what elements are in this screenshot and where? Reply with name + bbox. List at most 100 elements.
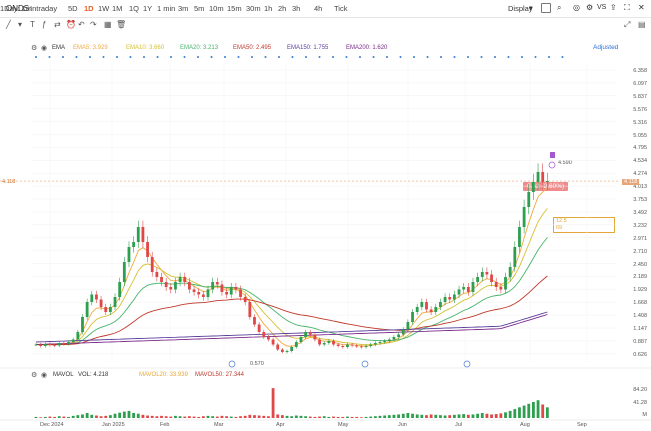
candle-body [95,294,98,300]
timeframe-1w[interactable]: 1W [98,4,110,13]
settings-icon[interactable]: ⚙ [31,45,38,52]
candle-body [178,277,182,282]
volume-bar [201,416,205,418]
signal-dot-icon [75,56,78,58]
candle-body [373,343,377,345]
time-tick: Sep [577,422,587,428]
earnings-marker-icon [550,152,555,158]
share-icon[interactable]: ⇪ [610,3,617,12]
volume-bar [485,413,489,418]
close-icon[interactable]: ✕ [638,3,645,12]
timeframe-3m[interactable]: 3m [178,4,189,13]
volume-bar [95,415,98,418]
display-button[interactable]: Display [508,4,533,13]
timeframe-3h[interactable]: 3h [292,4,301,13]
alert-icon[interactable]: ⏰ [66,20,76,29]
timeframe-15m[interactable]: 15m [227,4,242,13]
candle-body [318,339,321,345]
timeframe-5m[interactable]: 5m [194,4,205,13]
timeframe-5d[interactable]: 5D [68,4,78,13]
chevron-down-icon[interactable]: ▾ [18,20,23,29]
drawing-toolbar: ╱ ▾ T ƒ ⇄ ⏰ ↶ ↷ ▦ 🗑 ⤢ ▤ [0,18,651,32]
volume-bar [346,416,349,418]
vol-value: VOL: 4.218 [78,372,109,378]
candle-body [425,302,428,310]
volume-bar [545,407,549,418]
camera-icon[interactable]: ◎ [573,3,580,12]
volume-bar [267,416,270,418]
timeframe-1m[interactable]: 1M [112,4,123,13]
timeframe-4h[interactable]: 4h [314,4,323,13]
volume-bar [341,416,345,418]
volume-bar [387,415,391,418]
adjusted-toggle[interactable]: Adjusted [593,44,619,51]
expand-icon[interactable]: ⤢ [624,20,631,29]
ema-label: EMA [52,45,66,51]
candle-body [248,302,252,317]
redo-icon[interactable]: ↷ [90,20,97,29]
timeframe-2h[interactable]: 2h [278,4,287,13]
volume-bar [360,417,363,418]
vs-button[interactable]: VS [597,4,607,11]
candle-body [364,346,368,347]
timeframe-1y[interactable]: 1Y [143,4,153,13]
volume-bar [397,414,400,418]
timeframe-1d[interactable]: 1D [84,4,94,13]
indicator-icon[interactable]: ƒ [42,20,47,29]
ticker-label[interactable]: ONDS [6,4,30,13]
candle-body [443,297,447,302]
candle-body [122,262,126,282]
candle-body [99,299,103,307]
volume-bar [155,416,159,418]
candle-body [146,242,149,257]
settings-icon[interactable]: ⚙ [586,3,594,12]
draw-line-icon[interactable]: ╱ [6,20,11,29]
layout-icon[interactable] [541,3,551,13]
signal-dot-icon [399,56,402,58]
candle-body [378,342,382,343]
candle-body [369,344,373,346]
volume-bar [466,414,470,418]
time-tick: Mar [214,422,224,428]
signal-dot-icon [467,56,469,58]
display-chevron-icon[interactable]: ▾ [529,5,533,12]
candle-body [327,341,331,343]
timeframe-1day-1m[interactable]: 1Day: 1m [0,4,33,13]
candle-body [164,282,168,287]
time-tick: May [338,422,349,428]
fullscreen-icon[interactable]: ⛶ [624,3,630,12]
timeframe-intraday[interactable]: Intraday [30,4,58,13]
signal-dot-icon [156,56,159,58]
timeframe-tick[interactable]: Tick [334,4,348,13]
timeframe-1h[interactable]: 1h [264,4,273,13]
candle-body [183,277,187,282]
candle-body [383,341,387,342]
vol-axis-top: 84.20 [633,387,647,393]
volume-bar [308,416,312,418]
price-tick: 4.274 [633,171,647,178]
candle-body [141,227,145,242]
timeframe-1-min[interactable]: 1 min [157,4,176,13]
side-panel-icon[interactable]: ▤ [638,20,646,29]
settings-icon[interactable]: ⚙ [31,372,38,379]
timeframe-10m[interactable]: 10m [209,4,224,13]
search-icon[interactable]: ⌕ [557,3,562,12]
timeframe-30m[interactable]: 30m [246,4,261,13]
volume-bar [211,416,215,418]
timeframe-1q[interactable]: 1Q [129,4,140,13]
text-icon[interactable]: T [30,20,35,29]
signal-dot-icon [494,56,496,58]
candle-body [81,317,84,332]
trash-icon[interactable]: 🗑 [116,20,127,29]
volume-bar [257,415,261,418]
compare-icon[interactable]: ⇄ [54,20,61,29]
grid-icon[interactable]: ▦ [104,20,112,29]
undo-icon[interactable]: ↶ [78,20,85,29]
vol-axis-unit: M [642,412,647,418]
eye-icon[interactable]: ◉ [41,45,48,52]
eye-icon[interactable]: ◉ [41,372,48,379]
signal-dot-icon [116,56,118,58]
signal-dot-icon [237,56,240,58]
volume-bar [174,415,177,418]
